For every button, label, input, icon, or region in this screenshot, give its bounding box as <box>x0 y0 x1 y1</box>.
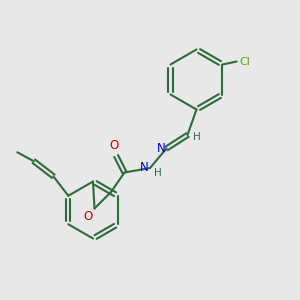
Text: Cl: Cl <box>239 56 250 67</box>
Text: H: H <box>193 132 201 142</box>
Text: N: N <box>157 142 165 155</box>
Text: O: O <box>110 140 119 152</box>
Text: O: O <box>84 210 93 223</box>
Text: H: H <box>154 167 161 178</box>
Text: N: N <box>140 161 149 174</box>
